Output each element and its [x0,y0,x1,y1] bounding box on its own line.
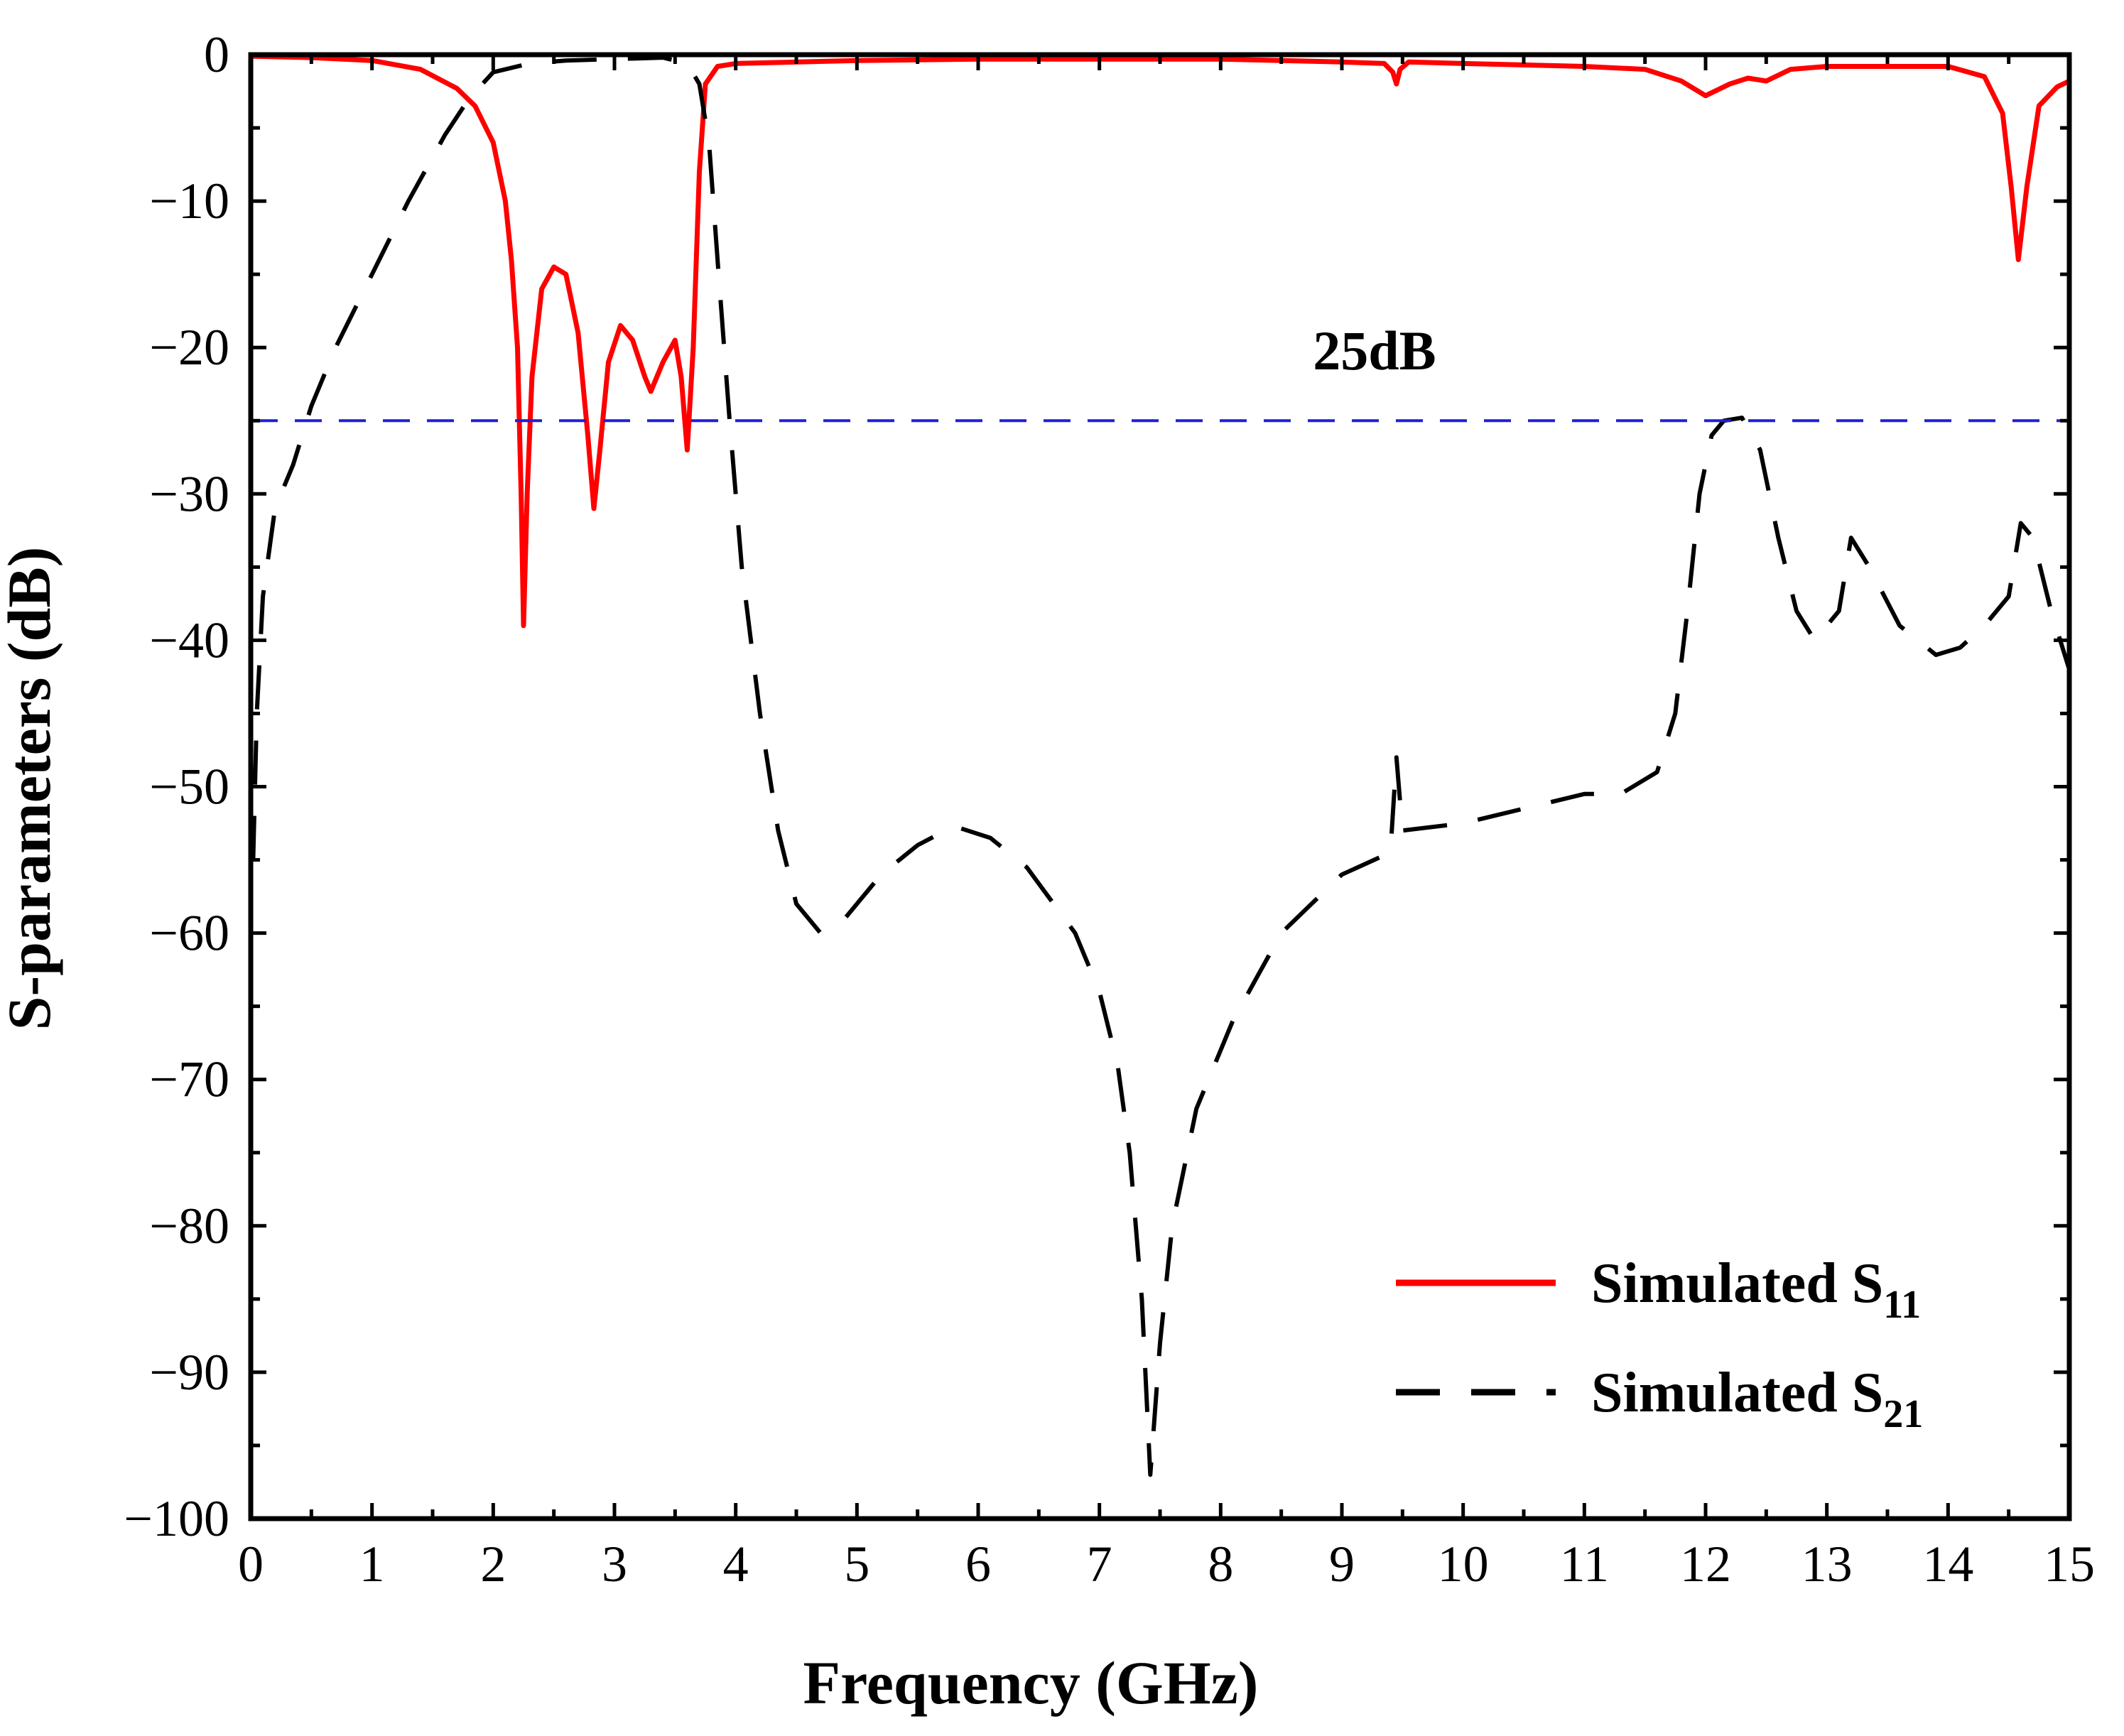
x-tick-label: 6 [965,1536,991,1593]
x-tick-label: 5 [844,1536,869,1593]
x-tick-label: 8 [1208,1536,1233,1593]
x-tick-label: 7 [1087,1536,1112,1593]
y-tick-label: −10 [149,173,229,229]
y-tick-label: −90 [149,1344,229,1401]
series-layer [251,53,2069,1477]
x-tick-label: 12 [1680,1536,1731,1593]
y-tick-label: −70 [149,1051,229,1108]
y-axis-title: S-parameters (dB) [0,547,63,1031]
x-tick-label: 3 [602,1536,627,1593]
y-tick-label: −60 [149,905,229,962]
x-tick-label: 1 [359,1536,385,1593]
y-tick-label: −20 [149,319,229,376]
y-tick-label: −100 [124,1490,229,1547]
y-tick-label: 0 [204,26,229,83]
series-line-s21 [251,55,2069,1477]
y-tick-label: −30 [149,465,229,522]
x-tick-label: 9 [1329,1536,1355,1593]
x-tick-label: 2 [480,1536,506,1593]
y-tick-label: −80 [149,1198,229,1254]
y-tick-label: −50 [149,759,229,815]
x-tick-label: 14 [1922,1536,1973,1593]
series-line-s11 [251,53,2069,629]
legend: Simulated S11 Simulated S21 [1396,1252,1923,1436]
threshold-annotation: 25dB [1313,320,1436,381]
x-tick-label: 10 [1438,1536,1489,1593]
x-tick-label: 0 [238,1536,264,1593]
x-axis-title: Frequency (GHz) [803,1649,1259,1717]
x-tick-label: 13 [1801,1536,1853,1593]
x-tick-label: 11 [1560,1536,1609,1593]
x-tick-label: 15 [2044,1536,2095,1593]
x-tick-label: 4 [723,1536,749,1593]
legend-label-s21: Simulated S21 [1591,1362,1923,1436]
ticks-layer: 0 1 2 3 4 5 6 7 8 9 10 11 12 13 14 150−10−20−30−40−50−6… [124,26,2095,1593]
legend-label-s11: Simulated S11 [1591,1252,1921,1327]
y-tick-label: −40 [149,612,229,668]
